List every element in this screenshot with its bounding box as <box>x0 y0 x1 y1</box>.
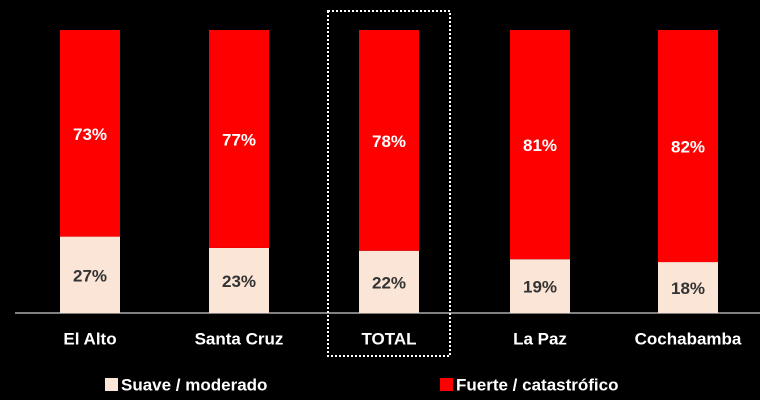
highlight-box <box>327 10 451 357</box>
bar-segment <box>510 259 570 313</box>
x-tick-label: TOTAL <box>361 329 416 348</box>
bar-segment <box>359 30 419 251</box>
x-tick-label: Cochabamba <box>635 329 742 348</box>
x-tick-label: Santa Cruz <box>195 329 284 348</box>
bar-segment <box>60 236 120 313</box>
data-label: 78% <box>372 132 406 151</box>
bar-segment <box>209 247 269 313</box>
data-label: 23% <box>222 272 256 291</box>
data-label: 81% <box>523 136 557 155</box>
bar-segment <box>209 30 269 248</box>
bar-segment <box>658 30 718 263</box>
bar-segment <box>510 30 570 260</box>
data-label: 82% <box>671 138 705 157</box>
legend-label: Suave / moderado <box>121 375 267 394</box>
data-label: 18% <box>671 279 705 298</box>
bar-segment <box>359 250 419 313</box>
data-label: 19% <box>523 278 557 297</box>
data-label: 73% <box>73 125 107 144</box>
bar-segment <box>60 30 120 237</box>
legend-swatch <box>105 378 118 391</box>
data-label: 22% <box>372 273 406 292</box>
x-tick-label: La Paz <box>513 329 567 348</box>
bar-segment <box>658 262 718 313</box>
data-label: 77% <box>222 130 256 149</box>
data-label: 27% <box>73 266 107 285</box>
legend-label: Fuerte / catastrófico <box>456 375 619 394</box>
legend-swatch <box>440 378 453 391</box>
x-tick-label: El Alto <box>63 329 116 348</box>
